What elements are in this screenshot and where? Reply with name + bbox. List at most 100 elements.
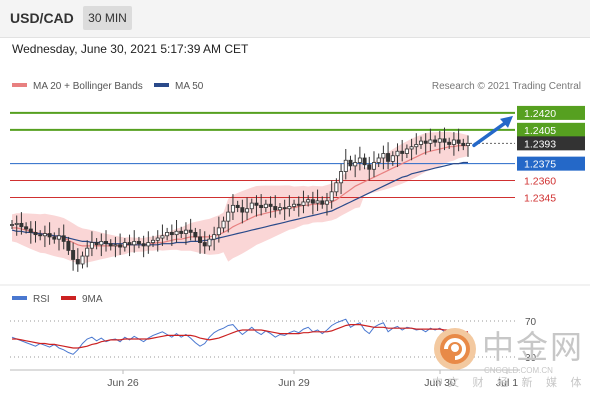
candle: [28, 221, 33, 244]
rsi-legend-swatch: [12, 296, 27, 300]
candle: [400, 139, 405, 162]
candle: [122, 238, 127, 252]
candle: [141, 235, 146, 258]
timeframe-button[interactable]: 30 MIN: [83, 6, 132, 30]
watermark: 中金网 CNGOLD.COM.CN 中文 财 经 新 媒 体: [432, 326, 582, 389]
candle: [85, 240, 90, 268]
candle: [94, 238, 99, 250]
candle: [165, 227, 170, 241]
candle: [362, 153, 367, 170]
candle: [376, 153, 381, 168]
candle: [127, 234, 132, 257]
candle: [146, 231, 151, 254]
candle: [282, 199, 287, 220]
candle: [268, 196, 273, 218]
x-tick-label-0: Jun 26: [107, 377, 139, 389]
candle: [381, 145, 386, 170]
candle: [221, 216, 226, 233]
credit-text: Research © 2021 Trading Central: [432, 81, 581, 92]
candle: [66, 236, 71, 255]
candle: [160, 224, 165, 246]
rsi-tick-label-0: 70: [525, 317, 537, 328]
ma50-line: [11, 161, 468, 246]
candle: [212, 226, 217, 251]
candle: [390, 151, 395, 166]
level-label-box-0: [517, 105, 585, 120]
candle: [216, 216, 221, 243]
candle: [118, 233, 123, 255]
x-tick-label-2: Jun 30: [424, 377, 456, 389]
level-label-box-3: [517, 156, 585, 171]
candle: [296, 196, 301, 217]
candle: [183, 222, 188, 245]
candle: [89, 231, 94, 257]
candle: [315, 189, 320, 211]
candle: [437, 130, 442, 154]
candle: [263, 199, 268, 213]
rsi-ma-line: [12, 324, 468, 349]
candle: [249, 198, 254, 214]
watermark-url: CNGOLD.COM.CN: [484, 366, 553, 375]
candle: [386, 142, 391, 170]
candle: [433, 135, 438, 147]
candle: [19, 212, 24, 235]
candle: [202, 231, 207, 254]
candle: [193, 227, 198, 242]
candle: [310, 191, 315, 215]
candle: [104, 230, 109, 252]
candle: [442, 127, 447, 151]
candle: [75, 248, 80, 272]
level-label-1: 1.2405: [524, 125, 556, 137]
rsi-ma-legend-label: 9MA: [82, 294, 103, 305]
candle: [245, 197, 250, 220]
candle: [38, 230, 43, 241]
candle: [174, 220, 179, 243]
candle: [235, 200, 240, 213]
candle: [254, 195, 259, 217]
candle: [324, 192, 329, 216]
ma20-legend-swatch: [12, 83, 27, 87]
candle: [14, 215, 19, 236]
ma20-legend-label: MA 20 + Bollinger Bands: [33, 81, 143, 92]
candle: [353, 154, 358, 178]
candle: [113, 236, 118, 258]
candle: [9, 220, 14, 230]
candle: [188, 218, 193, 241]
candle: [287, 195, 292, 217]
candle: [451, 132, 456, 156]
candle: [456, 128, 461, 152]
candle: [240, 199, 245, 224]
candle: [306, 195, 311, 207]
level-label-box-1: [517, 122, 585, 137]
level-label-4: 1.2360: [524, 176, 556, 188]
candle: [273, 195, 278, 218]
candle: [230, 194, 235, 220]
candle: [414, 133, 419, 155]
candle: [99, 233, 104, 257]
candle: [428, 128, 433, 152]
candle: [24, 222, 29, 234]
candle: [334, 178, 339, 197]
candle: [42, 225, 47, 248]
rsi-legend-label: RSI: [33, 294, 50, 305]
candle: [409, 138, 414, 161]
candle: [226, 204, 231, 233]
candle: [207, 234, 212, 251]
level-label-2: 1.2393: [524, 138, 556, 150]
candle: [132, 230, 137, 253]
candle: [198, 229, 203, 254]
candle: [169, 224, 174, 246]
candle: [371, 151, 376, 178]
candle: [339, 163, 344, 195]
candle: [47, 222, 52, 245]
candle: [292, 199, 297, 211]
watermark-logo-icon: [434, 328, 476, 370]
rsi-tick-label-1: 30: [525, 353, 537, 364]
level-label-box-2: [517, 136, 585, 151]
candle: [155, 230, 160, 252]
ma50-legend-swatch: [154, 83, 169, 87]
candle: [33, 221, 38, 243]
candle: [395, 143, 400, 168]
timestamp: Wednesday, June 30, 2021 5:17:39 AM CET: [12, 42, 249, 56]
